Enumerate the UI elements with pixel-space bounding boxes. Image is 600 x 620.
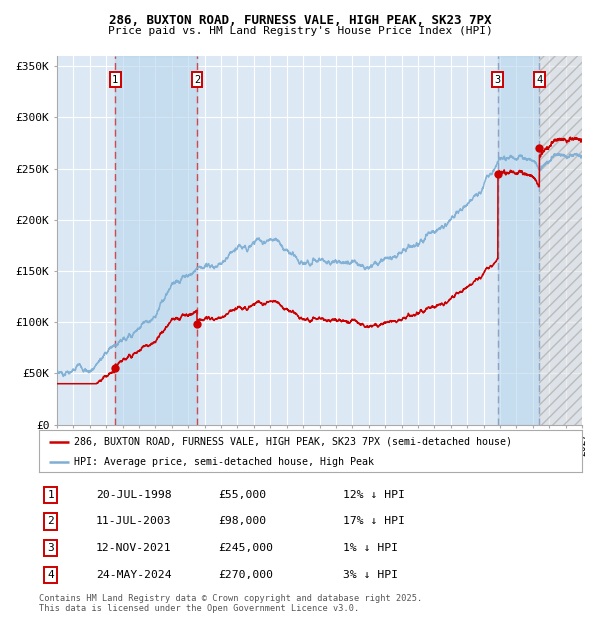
Text: 24-MAY-2024: 24-MAY-2024 — [96, 570, 172, 580]
Bar — [539, 56, 582, 425]
Text: 2: 2 — [47, 516, 55, 526]
Text: 12-NOV-2021: 12-NOV-2021 — [96, 542, 172, 553]
Text: 12% ↓ HPI: 12% ↓ HPI — [343, 490, 405, 500]
Text: £98,000: £98,000 — [218, 516, 266, 526]
Text: Price paid vs. HM Land Registry's House Price Index (HPI): Price paid vs. HM Land Registry's House … — [107, 26, 493, 36]
Text: 286, BUXTON ROAD, FURNESS VALE, HIGH PEAK, SK23 7PX (semi-detached house): 286, BUXTON ROAD, FURNESS VALE, HIGH PEA… — [74, 436, 512, 446]
Text: 2: 2 — [194, 75, 200, 85]
Text: 20-JUL-1998: 20-JUL-1998 — [96, 490, 172, 500]
Text: Contains HM Land Registry data © Crown copyright and database right 2025.
This d: Contains HM Land Registry data © Crown c… — [39, 594, 422, 613]
Text: 1: 1 — [112, 75, 118, 85]
Bar — [539, 56, 582, 425]
Text: 11-JUL-2003: 11-JUL-2003 — [96, 516, 172, 526]
Text: 3: 3 — [495, 75, 501, 85]
Text: 4: 4 — [47, 570, 55, 580]
Text: 1: 1 — [47, 490, 55, 500]
Text: 1% ↓ HPI: 1% ↓ HPI — [343, 542, 398, 553]
Text: 4: 4 — [536, 75, 542, 85]
Text: £270,000: £270,000 — [218, 570, 273, 580]
Text: £55,000: £55,000 — [218, 490, 266, 500]
Text: 3: 3 — [47, 542, 55, 553]
Text: £245,000: £245,000 — [218, 542, 273, 553]
Text: 3% ↓ HPI: 3% ↓ HPI — [343, 570, 398, 580]
Bar — [498, 56, 539, 425]
Text: 286, BUXTON ROAD, FURNESS VALE, HIGH PEAK, SK23 7PX: 286, BUXTON ROAD, FURNESS VALE, HIGH PEA… — [109, 14, 491, 27]
Bar — [115, 56, 197, 425]
Text: HPI: Average price, semi-detached house, High Peak: HPI: Average price, semi-detached house,… — [74, 457, 374, 467]
Text: 17% ↓ HPI: 17% ↓ HPI — [343, 516, 405, 526]
